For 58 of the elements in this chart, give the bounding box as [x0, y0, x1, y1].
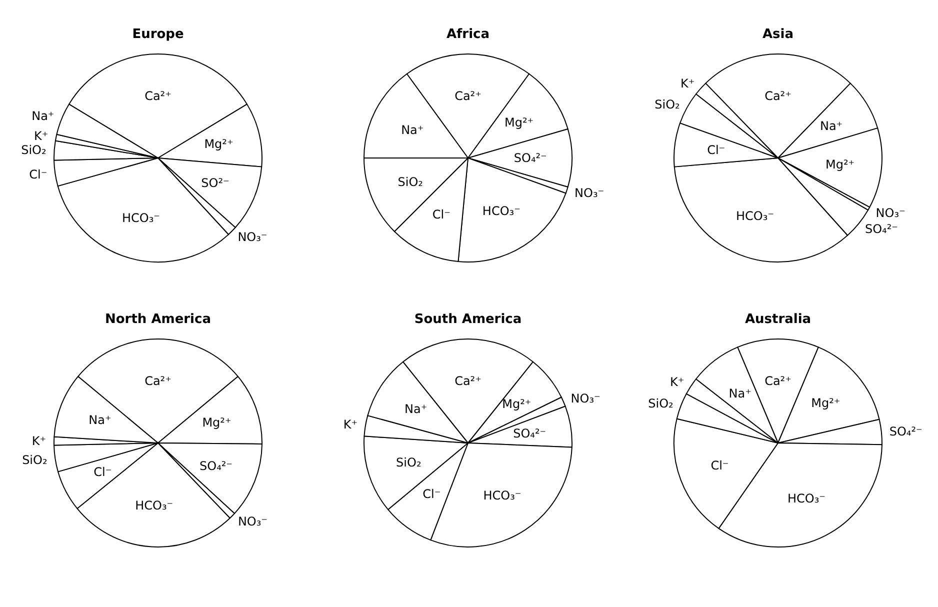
slice-label: HCO₃⁻ [482, 204, 520, 218]
slice-label: K⁺ [32, 434, 46, 448]
slice-label: NO₃⁻ [238, 230, 268, 244]
slice-label: SO₄²⁻ [889, 424, 922, 438]
slice-label: K⁺ [343, 418, 358, 432]
slice-label: SO₄²⁻ [513, 426, 546, 440]
slice-label: Mg²⁺ [826, 157, 855, 172]
slice-label: SiO₂ [398, 175, 424, 190]
slice-label: SiO₂ [654, 97, 680, 112]
chart-title: North America [105, 312, 211, 327]
slice-label: Na⁺ [404, 402, 428, 416]
slice-label: Mg²⁺ [204, 137, 234, 152]
slice-label: HCO₃⁻ [135, 498, 174, 512]
slice-label: Ca²⁺ [454, 88, 482, 103]
slice-label: SO₄²⁻ [200, 459, 233, 474]
slice-label: Ca²⁺ [454, 374, 482, 388]
slice-label: NO₃⁻ [238, 514, 268, 529]
slice-label: SiO₂ [648, 396, 674, 410]
slice-label: NO₃⁻ [876, 206, 906, 220]
slice-label: Mg²⁺ [202, 415, 232, 430]
slice-label: K⁺ [34, 129, 48, 144]
slice-label: NO₃⁻ [574, 186, 604, 200]
slice-label: Cl⁻ [432, 208, 450, 222]
slice-label: HCO₃⁻ [122, 211, 160, 226]
slice-label: Ca²⁺ [764, 374, 792, 388]
slice-label: Mg²⁺ [504, 115, 534, 130]
slice-label: Cl⁻ [94, 465, 112, 480]
slice-label: Na⁺ [32, 108, 54, 123]
chart-title: Africa [446, 27, 490, 42]
slice-label: SO₄²⁻ [514, 151, 547, 166]
slice-label: Cl⁻ [710, 458, 729, 472]
slice-label: SO₄²⁻ [864, 222, 898, 236]
chart-title: South America [414, 312, 522, 327]
slice-label: HCO₃⁻ [788, 492, 826, 506]
slice-label: Mg²⁺ [502, 397, 532, 412]
slice-label: Mg²⁺ [811, 396, 840, 410]
slice-label: HCO₃⁻ [736, 209, 774, 224]
slice-label: HCO₃⁻ [483, 488, 522, 502]
slice-label: SiO₂ [21, 143, 46, 158]
slice-label: K⁺ [670, 375, 684, 390]
chart-title: Europe [132, 27, 184, 42]
chart-title: Australia [744, 312, 812, 327]
slice-label: Cl⁻ [422, 486, 441, 501]
slice-label: K⁺ [680, 76, 695, 90]
slice-label: Ca²⁺ [764, 88, 792, 103]
slice-label: Cl⁻ [29, 168, 48, 182]
slice-label: SiO₂ [22, 453, 48, 468]
slice-label: Na⁺ [820, 118, 843, 133]
slice-label: NO₃⁻ [570, 392, 600, 406]
chart-title: Asia [762, 27, 794, 42]
slice-label: SiO₂ [396, 455, 422, 470]
slice-label: Na⁺ [401, 122, 424, 137]
slice-label: Ca²⁺ [144, 88, 172, 103]
slice-label: SO²⁻ [201, 176, 230, 190]
slice-label: Cl⁻ [707, 143, 726, 158]
slice-label: Ca²⁺ [144, 374, 172, 388]
slice-label: Na⁺ [728, 386, 752, 401]
slice-label: Na⁺ [88, 413, 112, 428]
